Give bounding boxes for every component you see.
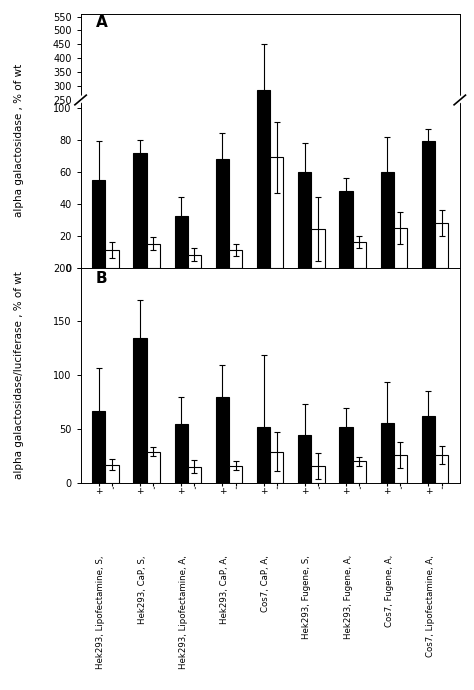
Bar: [435, 161, 448, 170]
Bar: [381, 423, 394, 483]
Bar: [435, 223, 448, 268]
Bar: [188, 167, 201, 170]
Bar: [394, 228, 407, 268]
Bar: [339, 191, 353, 268]
Bar: [174, 161, 188, 170]
Text: Hek293, Lipofectamine, A,: Hek293, Lipofectamine, A,: [179, 555, 188, 669]
Bar: [394, 163, 407, 170]
Text: Cos7, Lipofectamine, A,: Cos7, Lipofectamine, A,: [426, 555, 435, 657]
Bar: [422, 148, 435, 170]
Bar: [229, 466, 242, 483]
Bar: [298, 172, 311, 268]
Bar: [92, 411, 105, 483]
Text: alpha galactosidase , % of wt: alpha galactosidase , % of wt: [14, 64, 24, 217]
Bar: [146, 244, 160, 268]
Bar: [146, 166, 160, 170]
Bar: [394, 455, 407, 483]
Bar: [353, 165, 366, 170]
Bar: [188, 255, 201, 268]
Bar: [339, 156, 353, 170]
Bar: [257, 90, 270, 170]
Bar: [92, 154, 105, 170]
Bar: [216, 159, 229, 268]
Text: Hek293, Lipofectamine, S,: Hek293, Lipofectamine, S,: [96, 555, 105, 669]
Bar: [188, 467, 201, 483]
Bar: [311, 163, 325, 170]
Bar: [422, 141, 435, 268]
Bar: [174, 217, 188, 268]
Bar: [216, 150, 229, 170]
Bar: [381, 152, 394, 170]
Text: Hek293, CaP, A,: Hek293, CaP, A,: [220, 555, 229, 624]
Bar: [311, 466, 325, 483]
Bar: [257, 427, 270, 483]
Bar: [270, 157, 283, 268]
Bar: [133, 150, 146, 170]
Bar: [422, 416, 435, 483]
Bar: [270, 150, 283, 170]
Bar: [298, 435, 311, 483]
Bar: [174, 424, 188, 483]
Bar: [133, 152, 146, 268]
Text: Cos7, CaP, A,: Cos7, CaP, A,: [261, 555, 270, 612]
Bar: [146, 452, 160, 483]
Text: B: B: [96, 270, 108, 286]
Bar: [216, 397, 229, 483]
Text: alpha galactosidase/luciferase , % of wt: alpha galactosidase/luciferase , % of wt: [14, 271, 24, 480]
Bar: [435, 455, 448, 483]
Bar: [105, 250, 118, 268]
Bar: [298, 152, 311, 170]
Bar: [257, 0, 270, 268]
Bar: [133, 337, 146, 483]
Bar: [229, 166, 242, 170]
Text: Cos7, Fugene, A,: Cos7, Fugene, A,: [385, 555, 394, 627]
Text: Hek293, Fugene, S,: Hek293, Fugene, S,: [302, 555, 311, 639]
Text: Hek293, CaP, S,: Hek293, CaP, S,: [137, 555, 146, 624]
Bar: [105, 464, 118, 483]
Text: Hek293, Fugene, A,: Hek293, Fugene, A,: [344, 555, 353, 640]
Bar: [353, 242, 366, 268]
Bar: [229, 250, 242, 268]
Bar: [311, 229, 325, 268]
Bar: [353, 462, 366, 483]
Bar: [92, 180, 105, 268]
Bar: [105, 166, 118, 170]
Text: A: A: [96, 14, 108, 30]
Bar: [339, 427, 353, 483]
Bar: [270, 452, 283, 483]
Bar: [381, 172, 394, 268]
